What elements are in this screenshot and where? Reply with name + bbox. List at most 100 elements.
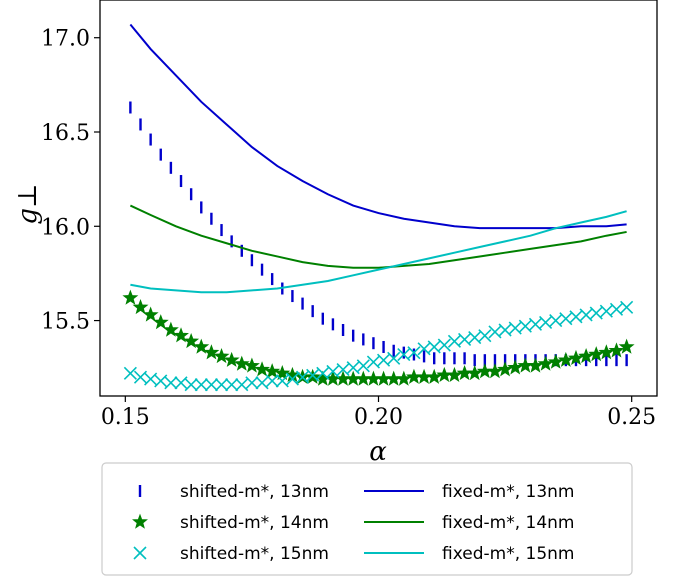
data-point [507, 359, 524, 375]
legend-label: fixed-m*, 14nm [442, 513, 574, 533]
data-point [154, 374, 168, 388]
legend-item: shifted-m*, 13nm [138, 482, 329, 502]
data-point [537, 355, 554, 371]
data-point [569, 310, 583, 324]
data-point [599, 304, 613, 318]
data-point [417, 342, 431, 356]
x-tick-label: 0.20 [354, 405, 403, 430]
data-point [366, 355, 381, 369]
legend-label: shifted-m*, 14nm [180, 513, 329, 533]
data-point [162, 321, 179, 337]
y-axis-label: g⊥ [13, 183, 43, 224]
data-point [233, 355, 250, 371]
data-point [142, 306, 159, 322]
data-point [427, 340, 441, 354]
legend-label: shifted-m*, 13nm [180, 482, 329, 502]
x-axis-label: α [369, 437, 387, 467]
series-shifted-m-15nm [123, 300, 634, 392]
y-tick-label: 17.0 [41, 27, 90, 52]
data-point [478, 329, 492, 343]
data-point [243, 357, 260, 373]
data-point [264, 363, 281, 379]
data-point [133, 370, 148, 384]
data-point [306, 368, 320, 382]
data-point [235, 378, 249, 392]
series-fixed-m-15nm [130, 210, 627, 294]
data-point [193, 338, 210, 354]
series-line [129, 204, 627, 269]
data-point [426, 368, 443, 384]
legend-label: shifted-m*, 15nm [180, 544, 329, 564]
legend-swatch [132, 513, 148, 529]
data-point [468, 330, 482, 345]
data-point [539, 315, 553, 330]
data-point [549, 314, 563, 328]
y-tick-label: 15.5 [41, 310, 90, 335]
series-layer [122, 23, 635, 392]
data-point [164, 376, 178, 390]
legend-items: shifted-m*, 13nm shifted-m*, 14nm shifted-… [132, 482, 574, 564]
data-point [254, 361, 270, 377]
data-point [144, 372, 158, 386]
legend: shifted-m*, 13nm shifted-m*, 14nm shifted-… [101, 462, 633, 576]
data-point [497, 361, 514, 377]
data-point [274, 365, 291, 381]
data-point [620, 300, 634, 314]
data-point [295, 370, 310, 384]
series-shifted-m-13nm [129, 101, 628, 367]
x-tick-label: 0.25 [607, 405, 656, 430]
data-point [255, 376, 269, 390]
data-point [245, 376, 259, 390]
series-line [130, 210, 627, 294]
legend-frame [101, 462, 633, 576]
data-point [528, 317, 543, 331]
legend-item: shifted-m*, 14nm [132, 513, 329, 533]
data-point [609, 302, 624, 316]
data-point [608, 342, 625, 358]
x-axis: 0.15 0.20 0.25 [101, 396, 656, 430]
x-tick-label: 0.15 [101, 405, 150, 430]
data-point [518, 319, 532, 333]
legend-swatch [133, 546, 147, 560]
data-point [275, 374, 289, 388]
data-point [579, 308, 593, 322]
data-point [132, 299, 149, 315]
data-point [173, 327, 189, 343]
data-point [214, 378, 229, 392]
data-point [194, 378, 208, 392]
data-point [498, 323, 512, 337]
data-point [487, 363, 503, 379]
data-point [376, 353, 391, 367]
data-point [174, 376, 188, 390]
legend-item: fixed-m*, 13nm [364, 482, 574, 502]
data-point [395, 370, 412, 386]
data-point [397, 347, 411, 362]
data-point [447, 334, 462, 348]
legend-item: fixed-m*, 14nm [364, 513, 574, 533]
legend-item: fixed-m*, 15nm [364, 544, 574, 564]
data-point [123, 366, 137, 380]
data-point [183, 332, 200, 349]
y-axis: 15.5 16.0 16.5 17.0 [41, 27, 100, 335]
legend-label: fixed-m*, 15nm [442, 544, 574, 564]
data-point [559, 312, 573, 326]
data-point [326, 364, 340, 379]
data-point [437, 338, 451, 352]
data-point [458, 332, 472, 346]
y-tick-label: 16.5 [41, 121, 90, 146]
data-point [618, 338, 635, 354]
data-point [407, 346, 421, 360]
data-point [203, 344, 220, 360]
legend-item: shifted-m*, 15nm [133, 544, 329, 564]
data-point [204, 378, 218, 392]
legend-label: fixed-m*, 13nm [442, 482, 574, 502]
data-point [223, 351, 240, 367]
data-point [225, 378, 239, 392]
data-point [213, 348, 230, 364]
series-fixed-m-13nm [129, 23, 627, 230]
data-point [446, 366, 463, 383]
y-tick-label: 16.0 [41, 215, 90, 240]
data-point [488, 325, 502, 339]
data-point [304, 368, 321, 384]
